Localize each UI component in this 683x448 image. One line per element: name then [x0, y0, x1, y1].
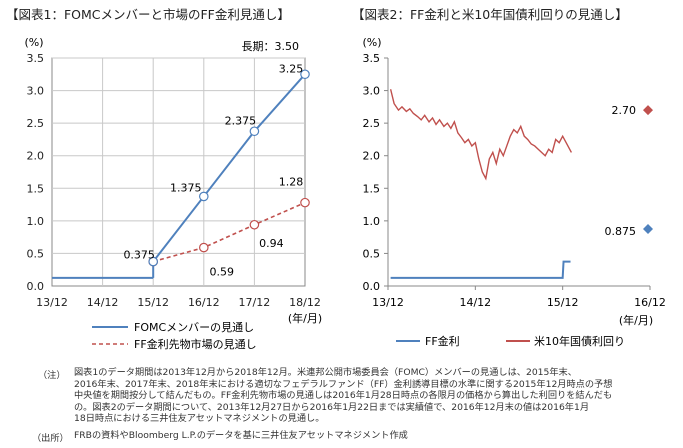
chart2-xtick-label: 15/12 [547, 296, 579, 309]
chart2-ytick-label: 0.0 [363, 280, 381, 293]
chart2-ytick-label: 2.0 [363, 150, 381, 163]
chart2-ylabel: (%) [362, 36, 381, 49]
chart2-ff-forecast-marker [643, 224, 653, 234]
chart1-xtick-label: 15/12 [137, 296, 169, 309]
chart2-ytick-label: 1.5 [363, 182, 381, 195]
chart1-futures-point [300, 197, 310, 208]
chart2-ust10y-forecast-label: 2.70 [612, 104, 637, 117]
note-line: 2016年末、2017年末、2018年末における適切なフェデラルファンド（FF）… [74, 378, 613, 390]
note-line: の。図表2のデータ期間について、2013年12月27日から2016年1月22日ま… [74, 401, 590, 413]
chart1-xtick-label: 16/12 [188, 296, 220, 309]
chart1-fomc-point [249, 126, 260, 137]
chart1-fomc-point [300, 69, 310, 80]
chart1-fomc-point [199, 191, 209, 202]
chart1-plot-area [51, 57, 306, 287]
chart1-ylabel: (%) [24, 36, 43, 49]
chart2-xtick-label: 14/12 [459, 296, 491, 309]
chart1-fomc-data-label: 3.25 [279, 62, 304, 75]
source-text: FRBの資料やBloomberg L.P.のデータを基に三井住友アセットマネジメ… [74, 430, 408, 441]
chart2-ytick-label: 2.5 [363, 117, 381, 130]
chart1-fomc-point [148, 256, 158, 267]
chart1-fomc-data-label: 1.375 [170, 181, 202, 194]
chart1-ytick-label: 2.5 [27, 117, 45, 130]
chart1-futures-point [199, 242, 209, 253]
notes-text: 図表1のデータ期間は2013年12月から2018年12月。米連邦公開市場委員会（… [74, 367, 612, 425]
notes-label: （注） [38, 370, 66, 381]
chart2-title: 【図表2：FF金利と米10年国債利回りの見通し】 [352, 7, 628, 22]
chart1-title: 【図表1：FOMCメンバーと市場のFF金利見通し】 [6, 7, 290, 22]
chart1-ytick-label: 3.0 [27, 85, 45, 98]
note-line: 図表1のデータ期間は2013年12月から2018年12月。米連邦公開市場委員会（… [74, 367, 577, 378]
chart1-futures-data-label: 0.94 [259, 237, 284, 250]
chart1-legend-fomc-label: FOMCメンバーの見通し [134, 321, 254, 334]
chart2-series-ust10y-line [389, 89, 573, 181]
chart1-ytick-label: 0.0 [27, 280, 45, 293]
chart1-xlabel: (年/月) [288, 311, 322, 325]
chart2-ytick-label: 0.5 [363, 247, 381, 260]
chart2-ff-forecast-label: 0.875 [605, 225, 637, 238]
chart1-ytick-label: 1.5 [27, 182, 45, 195]
chart1-legend-futures-label: FF金利先物市場の見通し [134, 337, 257, 351]
chart1-series-futures-line [152, 201, 306, 263]
chart2-legend-ust10y-label: 米10年国債利回り [534, 334, 625, 348]
note-line: 18日時点における三井住友アセットマネジメントの見通し。 [74, 413, 325, 425]
chart1-ytick-label: 1.0 [27, 215, 45, 228]
chart1-ytick-label: 3.5 [27, 52, 45, 65]
chart1-xtick-label: 14/12 [87, 296, 119, 309]
chart1-longrun-annotation: 長期：3.50 [242, 40, 300, 53]
chart2-ust10y-forecast-marker [643, 105, 653, 116]
chart1-xtick-label: 17/12 [239, 296, 271, 309]
chart1-xtick-label: 13/12 [36, 296, 68, 309]
chart2-series-ff-line [390, 260, 571, 279]
chart1-fomc-data-label: 0.375 [123, 249, 155, 262]
chart2-xlabel: (年/月) [619, 313, 653, 327]
chart2-ytick-label: 1.0 [363, 215, 381, 228]
chart1-futures-point [249, 219, 260, 230]
chart2-ytick-label: 3.0 [363, 85, 381, 98]
chart2-xtick-label: 13/12 [372, 296, 404, 309]
chart1-series-fomc-line [152, 73, 306, 263]
chart1-fomc-data-label: 2.375 [225, 114, 257, 127]
chart1-ytick-label: 2.0 [27, 150, 45, 163]
chart1-xtick-label: 18/12 [289, 296, 321, 309]
chart2-xtick-label: 16/12 [634, 296, 666, 309]
chart2-legend-ff-label: FF金利 [425, 334, 460, 348]
chart1-futures-data-label: 0.59 [210, 266, 235, 279]
note-line: 中央値を期間按分して結んだもの。FF金利先物市場の見通しは2016年1月28日時… [74, 390, 613, 402]
chart1-ytick-label: 0.5 [27, 247, 45, 260]
chart2-ytick-label: 3.5 [363, 52, 381, 65]
chart1-futures-data-label: 1.28 [279, 176, 304, 189]
source-label: （出所） [32, 433, 69, 444]
